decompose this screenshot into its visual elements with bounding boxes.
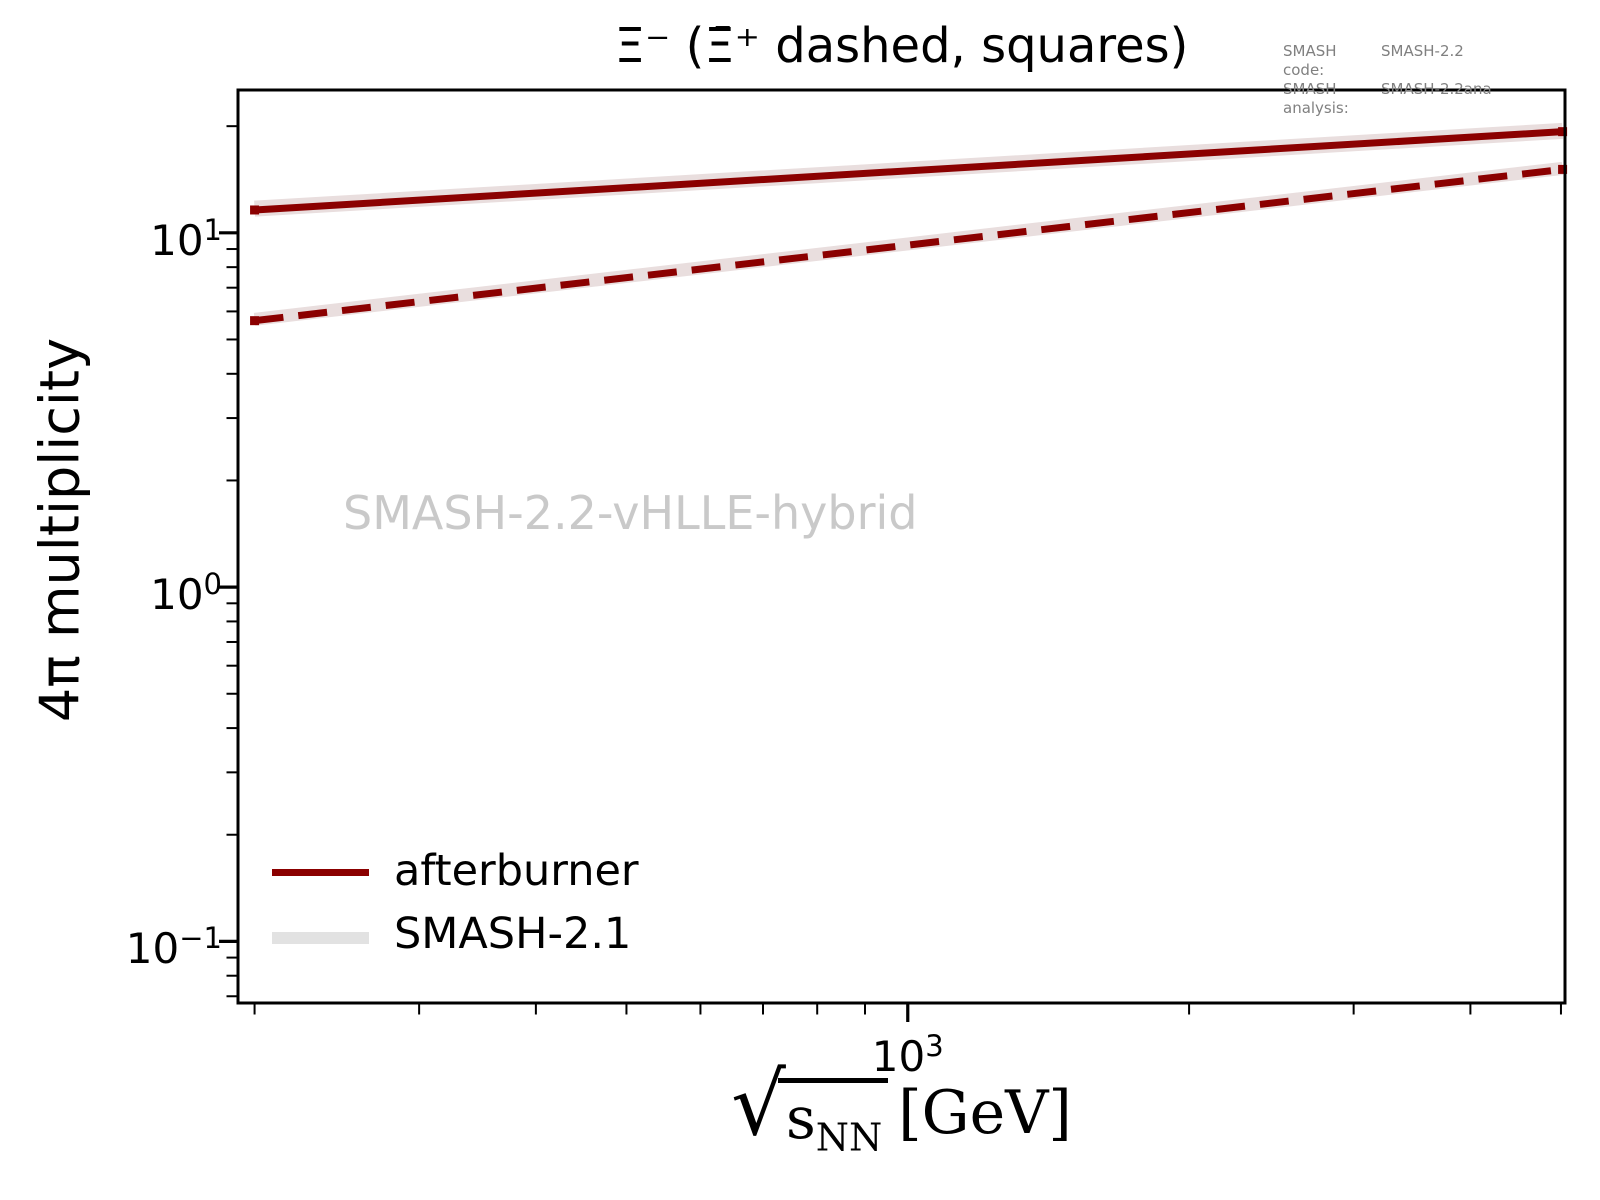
snn-symbol: s: [785, 1084, 816, 1152]
x-axis-label: √ sNN [GeV]: [238, 1062, 1565, 1169]
sqrt-radical-glyph: √: [731, 1055, 786, 1155]
legend-swatch-smash21: [272, 932, 369, 944]
data-marker-square: [1558, 164, 1568, 174]
plot-frame: [236, 88, 1567, 1005]
y-tick-label: 100: [150, 567, 222, 620]
snn-subscript: NN: [815, 1115, 883, 1160]
x-axis-label-radicand: sNN: [777, 1078, 889, 1169]
y-axis-label: 4π multiplicity: [28, 337, 92, 723]
data-marker-square: [250, 205, 260, 215]
legend-swatch-afterburner: [272, 869, 369, 876]
smash-version-annotation: SMASH code: SMASH-2.2 SMASH analysis: SM…: [1283, 42, 1492, 118]
series-smash21-anti-xi-plus: [253, 161, 1564, 326]
x-axis-unit: [GeV]: [898, 1078, 1072, 1148]
chart-title: Ξ⁻ (Ξ̄⁺ dashed, squares): [614, 18, 1189, 74]
series-afterburner-xi-minus: [254, 128, 1563, 214]
x-tick-label: 103: [871, 1029, 944, 1081]
legend-label-smash21: SMASH-2.1: [394, 909, 632, 959]
data-marker-square: [1558, 127, 1568, 137]
annotation-label: SMASH analysis:: [1283, 80, 1349, 117]
watermark: SMASH-2.2-vHLLE-hybrid: [343, 486, 918, 540]
y-tick-label: 101: [150, 212, 222, 265]
legend-label-afterburner: afterburner: [394, 846, 639, 896]
annotation-value: SMASH-2.2ana: [1381, 80, 1492, 98]
annotation-value: SMASH-2.2: [1381, 42, 1464, 60]
annotation-label: SMASH code:: [1283, 42, 1337, 79]
data-marker-square: [250, 316, 260, 326]
y-tick-label: 10−1: [125, 921, 222, 974]
